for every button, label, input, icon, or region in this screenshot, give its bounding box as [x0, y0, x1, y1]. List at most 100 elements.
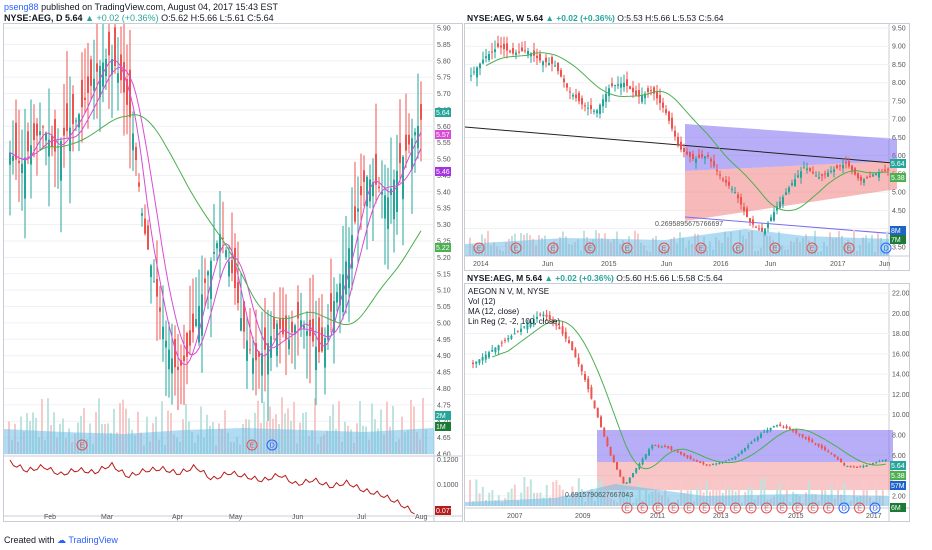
publisher-name[interactable]: pseng88	[4, 2, 39, 12]
weekly-candle	[878, 172, 880, 178]
monthly-candle	[664, 445, 666, 448]
daily-candle	[180, 360, 182, 366]
daily-price-tick: 5.30	[437, 222, 451, 229]
weekly-candle	[692, 154, 694, 160]
monthly-candle	[846, 465, 849, 467]
weekly-event-4	[621, 242, 633, 254]
monthly-event-8-label: E	[749, 506, 754, 513]
monthly-candle	[478, 359, 481, 364]
monthly-price-tag-1-bg	[890, 471, 906, 480]
daily-candle	[249, 349, 251, 351]
daily-volume-bar	[281, 397, 283, 454]
daily-candle	[63, 127, 65, 136]
weekly-price-tick: 5.00	[892, 190, 906, 197]
daily-candle	[378, 186, 380, 189]
monthly-volume-bar	[785, 481, 788, 506]
monthly-candle	[692, 459, 695, 461]
monthly-event-15-label: E	[857, 506, 862, 513]
weekly-candle	[641, 95, 643, 102]
weekly-candle	[560, 70, 562, 77]
daily-candle	[243, 301, 245, 332]
monthly-volume-bar	[552, 481, 555, 506]
monthly-candle	[884, 459, 887, 462]
daily-volume-bar	[47, 398, 49, 454]
weekly-candle	[482, 59, 484, 64]
monthly-volume-area	[465, 484, 889, 506]
daily-candle	[48, 139, 50, 157]
legend-volume[interactable]: Vol (12)	[468, 297, 496, 306]
daily-candle	[273, 316, 275, 330]
monthly-candle	[609, 446, 612, 456]
monthly-candle	[859, 466, 862, 468]
daily-candle	[21, 163, 23, 174]
daily-chart-panel[interactable]: 5.905.855.805.755.705.655.605.555.505.45…	[3, 23, 463, 522]
monthly-price-tag-2-bg	[890, 481, 906, 490]
daily-candle	[111, 58, 113, 75]
weekly-candle	[836, 165, 838, 168]
monthly-candle	[523, 326, 526, 328]
daily-price-tick: 5.85	[437, 42, 451, 49]
daily-candle	[420, 104, 422, 120]
monthly-candle	[804, 437, 807, 439]
tradingview-brand[interactable]: TradingView	[68, 535, 118, 545]
weekly-candle	[491, 51, 493, 53]
monthly-candle	[593, 400, 596, 409]
weekly-price-tag-2: 8M	[891, 228, 901, 235]
daily-price-tag-0-bg	[435, 108, 451, 117]
weekly-candle	[716, 169, 718, 171]
monthly-candle	[603, 428, 606, 437]
daily-volume-bar	[185, 403, 187, 454]
weekly-candle	[683, 147, 685, 152]
monthly-candle	[619, 470, 622, 477]
daily-candle	[81, 79, 83, 108]
weekly-candle	[605, 93, 607, 102]
weekly-candle	[608, 88, 610, 96]
monthly-candle	[561, 326, 564, 334]
weekly-event-2-label: E	[551, 246, 556, 253]
weekly-candle	[470, 75, 472, 77]
monthly-event-10-label: E	[780, 506, 785, 513]
daily-candle	[300, 320, 302, 328]
weekly-candle	[629, 86, 631, 90]
weekly-candle	[524, 50, 526, 52]
weekly-candle	[581, 98, 583, 105]
monthly-price-tag-3-bg	[890, 503, 906, 512]
daily-candle	[27, 131, 29, 152]
weekly-candle	[710, 158, 712, 162]
monthly-candle	[699, 461, 702, 463]
monthly-candle	[571, 341, 574, 351]
monthly-chart-panel[interactable]: 22.00 20.00 18.00 16.00 14.00 12.00 10.00 8.00 6…	[464, 283, 910, 522]
monthly-event-7-label: E	[733, 506, 738, 513]
monthly-candle	[747, 445, 750, 448]
daily-candle	[141, 213, 143, 216]
daily-price-tag-3-bg	[435, 243, 451, 252]
weekly-ma	[485, 52, 889, 212]
monthly-candle	[632, 472, 634, 478]
weekly-time-tick: 2015	[601, 261, 617, 268]
weekly-price-tick: 6.50	[892, 135, 906, 142]
daily-candle	[414, 132, 416, 136]
daily-volume-bar	[161, 401, 163, 454]
monthly-candle	[814, 443, 817, 445]
daily-candle	[372, 182, 374, 197]
monthly-volume-bar	[513, 484, 516, 506]
daily-candle	[18, 160, 20, 164]
daily-chart[interactable]: 5.905.855.805.755.705.655.605.555.505.45…	[4, 24, 462, 521]
legend-ma[interactable]: MA (12, close)	[468, 307, 520, 316]
weekly-price-tick: 9.00	[892, 44, 906, 51]
daily-candle	[72, 94, 74, 125]
daily-candle	[138, 182, 140, 187]
daily-price-tick: 5.90	[437, 26, 451, 33]
legend-linreg[interactable]: Lin Reg (2, -2, 100, close)	[468, 317, 561, 326]
daily-candle	[54, 119, 56, 152]
weekly-price-tick: 7.00	[892, 117, 906, 124]
weekly-chart-panel[interactable]: 9.509.008.508.007.507.006.506.005.505.00…	[464, 23, 910, 271]
weekly-event-0-label: E	[477, 246, 482, 253]
daily-candle	[318, 317, 320, 353]
weekly-candle	[602, 99, 604, 107]
monthly-event-6-label: E	[718, 506, 723, 513]
weekly-candle	[770, 217, 772, 222]
monthly-chart[interactable]: 22.00 20.00 18.00 16.00 14.00 12.00 10.00 8.00 6…	[465, 284, 909, 521]
monthly-event-16-label: D	[873, 506, 878, 513]
weekly-chart[interactable]: 9.509.008.508.007.507.006.506.005.505.00…	[465, 24, 909, 270]
